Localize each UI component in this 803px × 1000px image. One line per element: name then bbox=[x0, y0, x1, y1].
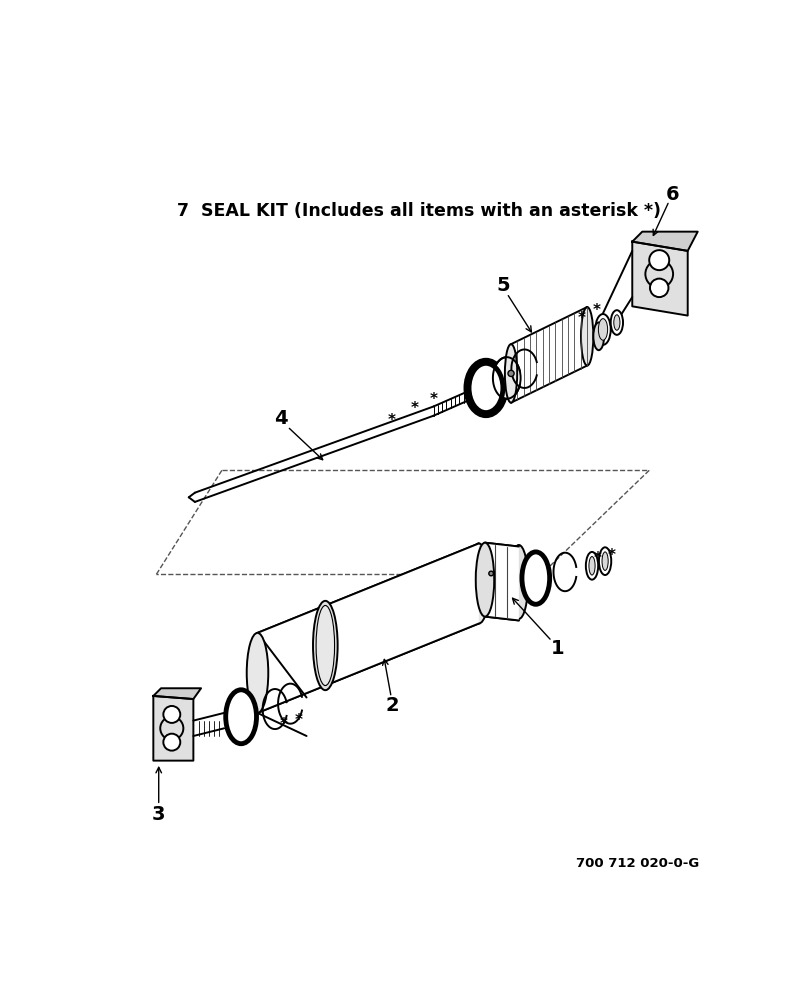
Ellipse shape bbox=[312, 601, 337, 690]
Text: *: * bbox=[429, 392, 437, 407]
Polygon shape bbox=[631, 242, 687, 316]
Ellipse shape bbox=[504, 344, 516, 403]
Text: *: * bbox=[592, 303, 600, 318]
Ellipse shape bbox=[610, 310, 622, 335]
Text: 2: 2 bbox=[385, 696, 399, 715]
Ellipse shape bbox=[163, 734, 180, 751]
Polygon shape bbox=[257, 543, 479, 713]
Text: *: * bbox=[593, 551, 601, 566]
Ellipse shape bbox=[468, 363, 503, 413]
Ellipse shape bbox=[226, 690, 256, 744]
Ellipse shape bbox=[601, 552, 607, 570]
Ellipse shape bbox=[467, 543, 489, 624]
Text: *: * bbox=[295, 713, 303, 728]
Ellipse shape bbox=[163, 706, 180, 723]
Text: *: * bbox=[606, 548, 614, 563]
Ellipse shape bbox=[466, 360, 505, 416]
Polygon shape bbox=[153, 696, 194, 761]
Ellipse shape bbox=[648, 250, 668, 270]
Ellipse shape bbox=[598, 547, 610, 575]
Ellipse shape bbox=[613, 315, 619, 330]
Polygon shape bbox=[631, 232, 697, 251]
Ellipse shape bbox=[588, 557, 594, 575]
Ellipse shape bbox=[593, 322, 603, 350]
Ellipse shape bbox=[247, 633, 268, 713]
Ellipse shape bbox=[488, 571, 493, 576]
Text: 1: 1 bbox=[550, 639, 564, 658]
Text: 3: 3 bbox=[152, 805, 165, 824]
Text: *: * bbox=[387, 413, 395, 428]
Ellipse shape bbox=[581, 307, 593, 366]
Text: 7  SEAL KIT (Includes all items with an asterisk *): 7 SEAL KIT (Includes all items with an a… bbox=[177, 202, 660, 220]
Ellipse shape bbox=[316, 605, 334, 686]
Text: *: * bbox=[279, 717, 287, 732]
Ellipse shape bbox=[594, 314, 610, 345]
Ellipse shape bbox=[509, 545, 528, 619]
Text: 4: 4 bbox=[274, 409, 287, 428]
Ellipse shape bbox=[649, 279, 667, 297]
Ellipse shape bbox=[521, 552, 549, 604]
Text: *: * bbox=[410, 401, 418, 416]
Ellipse shape bbox=[597, 319, 607, 340]
Polygon shape bbox=[153, 688, 201, 699]
Ellipse shape bbox=[507, 370, 513, 376]
Text: *: * bbox=[577, 311, 585, 326]
Polygon shape bbox=[484, 543, 518, 620]
Ellipse shape bbox=[492, 357, 520, 399]
Ellipse shape bbox=[585, 552, 597, 580]
Text: 700 712 020-0-G: 700 712 020-0-G bbox=[575, 857, 699, 870]
Text: 5: 5 bbox=[495, 276, 509, 295]
Ellipse shape bbox=[475, 543, 494, 617]
Text: 6: 6 bbox=[665, 185, 679, 204]
